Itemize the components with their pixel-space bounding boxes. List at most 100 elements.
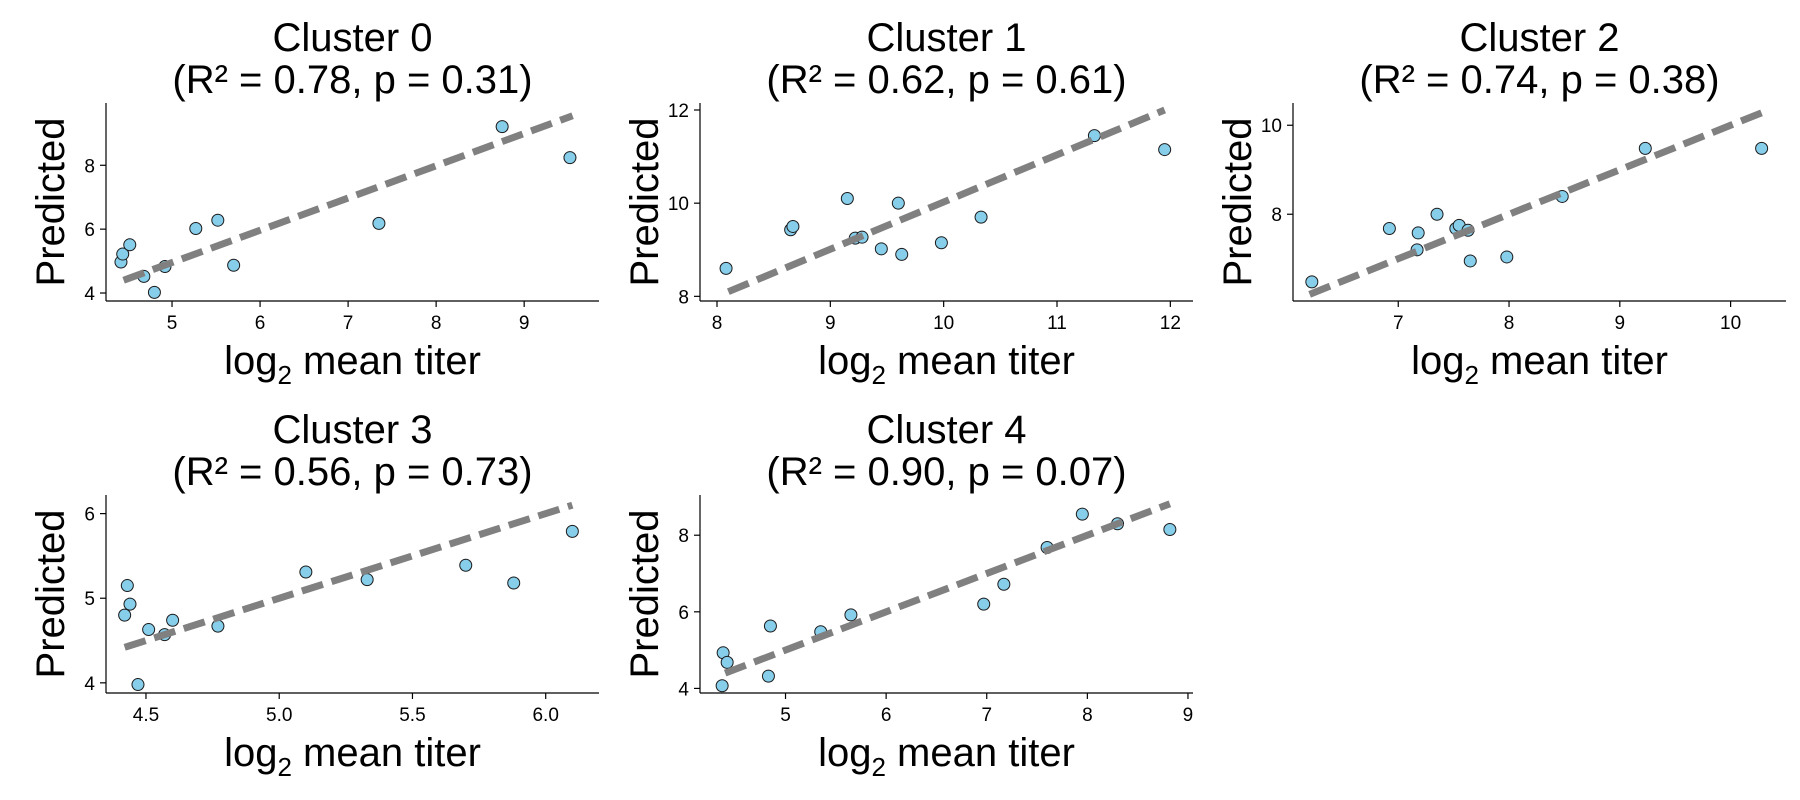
data-point	[142, 623, 156, 637]
data-point	[118, 608, 132, 622]
x-tick-label: 8	[1504, 313, 1515, 334]
x-axis-label-subscript: 2	[1464, 360, 1478, 390]
data-point	[715, 679, 729, 693]
fit-line	[123, 501, 574, 651]
x-axis-label-main: log	[1411, 339, 1464, 383]
fit-line	[726, 106, 1167, 295]
x-tick-label: 5.0	[266, 705, 292, 726]
data-point	[1755, 141, 1769, 155]
data-point	[1075, 507, 1089, 521]
y-tick-label: 4	[678, 679, 689, 700]
y-tick-label: 4	[84, 284, 95, 305]
data-point	[507, 576, 521, 590]
data-point	[459, 558, 473, 572]
x-tick-label: 7	[981, 705, 992, 726]
x-axis-label-rest: mean titer	[292, 731, 481, 775]
data-point	[874, 242, 888, 256]
y-tick-label: 8	[1271, 205, 1282, 226]
y-tick-label: 10	[1261, 116, 1282, 137]
chart-title: Cluster 2	[1459, 16, 1619, 60]
y-axis-label: Predicted	[623, 118, 667, 287]
y-axis-label: Predicted	[29, 510, 73, 679]
chart-subtitle: (R² = 0.90, p = 0.07)	[766, 450, 1126, 494]
x-tick-label: 8	[712, 313, 723, 334]
chart-panel-2: Cluster 2(R² = 0.74, p = 0.38) 7 8 9 10 8 10 lo…	[1216, 16, 1786, 390]
x-axis-label-main: log	[818, 339, 871, 383]
x-tick-label: 9	[519, 313, 530, 334]
x-axis-label-rest: mean titer	[886, 731, 1075, 775]
x-tick-label: 5.5	[399, 705, 425, 726]
chart-title: Cluster 1	[866, 16, 1026, 60]
data-point	[123, 238, 137, 252]
x-tick-label: 9	[1615, 313, 1626, 334]
x-tick-label: 6	[255, 313, 266, 334]
y-axis-label: Predicted	[1216, 118, 1260, 287]
x-axis-label-rest: mean titer	[886, 339, 1075, 383]
x-tick-label: 8	[431, 313, 442, 334]
x-axis-label-subscript: 2	[871, 752, 885, 782]
chart-title: Cluster 4	[866, 408, 1026, 452]
y-tick-label: 8	[678, 526, 689, 547]
chart-subtitle: (R² = 0.74, p = 0.38)	[1359, 58, 1719, 102]
fit-line	[1308, 108, 1766, 298]
y-axis-label: Predicted	[29, 118, 73, 287]
x-tick-label: 6.0	[532, 705, 558, 726]
chart-subtitle: (R² = 0.62, p = 0.61)	[766, 58, 1126, 102]
data-point	[1158, 143, 1172, 157]
data-point	[763, 619, 777, 633]
data-point	[974, 210, 988, 224]
chart-title: Cluster 0	[272, 16, 432, 60]
data-point	[1382, 221, 1396, 235]
x-tick-label: 10	[933, 313, 954, 334]
data-point	[1463, 254, 1477, 268]
data-point	[844, 608, 858, 622]
x-tick-label: 9	[1183, 705, 1194, 726]
x-axis-label-rest: mean titer	[292, 339, 481, 383]
x-axis-label: log2 mean titer	[818, 731, 1075, 782]
data-point	[123, 597, 137, 611]
data-point	[166, 613, 180, 627]
data-point	[189, 222, 203, 236]
y-tick-label: 4	[84, 674, 95, 695]
data-point	[1411, 226, 1425, 240]
fit-line	[723, 500, 1172, 677]
chart-subtitle: (R² = 0.78, p = 0.31)	[172, 58, 532, 102]
y-tick-label: 6	[84, 220, 95, 241]
data-point	[891, 196, 905, 210]
data-point	[977, 597, 991, 611]
data-point	[131, 678, 145, 692]
data-point	[227, 258, 241, 272]
chart-panel-3: Cluster 3(R² = 0.56, p = 0.73) 4.5 5.0 5.5 6…	[29, 408, 599, 782]
x-axis-label: log2 mean titer	[1411, 339, 1668, 390]
data-point	[147, 285, 161, 299]
chart-panel-1: Cluster 1(R² = 0.62, p = 0.61) 8 9 10 11 12 8 1…	[623, 16, 1193, 390]
x-tick-label: 9	[825, 313, 836, 334]
x-axis-label-subscript: 2	[277, 360, 291, 390]
y-axis-label: Predicted	[623, 510, 667, 679]
y-tick-label: 8	[84, 156, 95, 177]
data-point	[1163, 522, 1177, 536]
data-point	[563, 151, 577, 165]
data-point	[1430, 207, 1444, 221]
y-tick-label: 10	[668, 194, 689, 215]
data-point	[116, 247, 130, 261]
data-point	[934, 236, 948, 250]
x-axis-label-main: log	[224, 731, 277, 775]
x-axis-label: log2 mean titer	[224, 339, 481, 390]
data-point	[495, 120, 509, 134]
y-tick-label: 5	[84, 589, 95, 610]
data-point	[120, 579, 134, 593]
data-point	[299, 565, 313, 579]
x-tick-label: 6	[881, 705, 892, 726]
y-tick-label: 12	[668, 101, 689, 122]
x-axis-label-main: log	[818, 731, 871, 775]
y-tick-label: 6	[84, 505, 95, 526]
data-point	[761, 669, 775, 683]
x-tick-label: 7	[1393, 313, 1404, 334]
x-axis-label: log2 mean titer	[818, 339, 1075, 390]
x-tick-label: 8	[1082, 705, 1093, 726]
data-point	[719, 261, 733, 275]
fit-line	[122, 112, 574, 284]
x-axis-label-subscript: 2	[871, 360, 885, 390]
